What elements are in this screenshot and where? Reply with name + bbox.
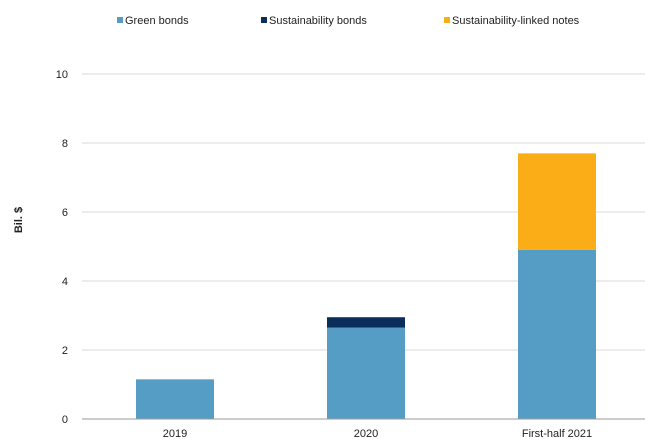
y-axis-ticks: 0 2 4 6 8 10 xyxy=(56,69,68,426)
bar-sustainability-linked-notes-first-half-2021 xyxy=(518,153,596,250)
x-tick-label-0: 2019 xyxy=(163,428,187,439)
x-axis-tick-labels: 2019 2020 First-half 2021 xyxy=(163,428,592,439)
y-tick-label-0: 0 xyxy=(62,414,68,426)
legend-item-sustainability-bonds: Sustainability bonds xyxy=(261,15,367,27)
legend-label: Green bonds xyxy=(125,15,189,27)
legend: Green bonds Sustainability bonds Sustainab… xyxy=(117,15,580,27)
x-tick-label-1: 2020 xyxy=(354,428,378,439)
legend-swatch xyxy=(117,17,123,23)
bar-green-bonds-2020 xyxy=(327,327,405,419)
legend-item-sustainability-linked-notes: Sustainability-linked notes xyxy=(444,15,580,27)
bar-green-bonds-2019 xyxy=(136,379,214,419)
bars xyxy=(136,153,596,419)
y-tick-label-2: 2 xyxy=(62,345,68,357)
legend-label: Sustainability bonds xyxy=(269,15,367,27)
x-tick-label-2: First-half 2021 xyxy=(522,428,592,439)
y-axis-title: Bil. $ xyxy=(13,207,25,233)
legend-label: Sustainability-linked notes xyxy=(452,15,580,27)
y-tick-label-10: 10 xyxy=(56,69,68,81)
y-tick-label-4: 4 xyxy=(62,276,68,288)
legend-swatch xyxy=(444,17,450,23)
y-tick-label-8: 8 xyxy=(62,138,68,150)
legend-swatch xyxy=(261,17,267,23)
legend-item-green-bonds: Green bonds xyxy=(117,15,189,27)
bar-green-bonds-first-half-2021 xyxy=(518,249,596,419)
bar-sustainability-bonds-2020 xyxy=(327,317,405,328)
y-tick-label-6: 6 xyxy=(62,207,68,219)
